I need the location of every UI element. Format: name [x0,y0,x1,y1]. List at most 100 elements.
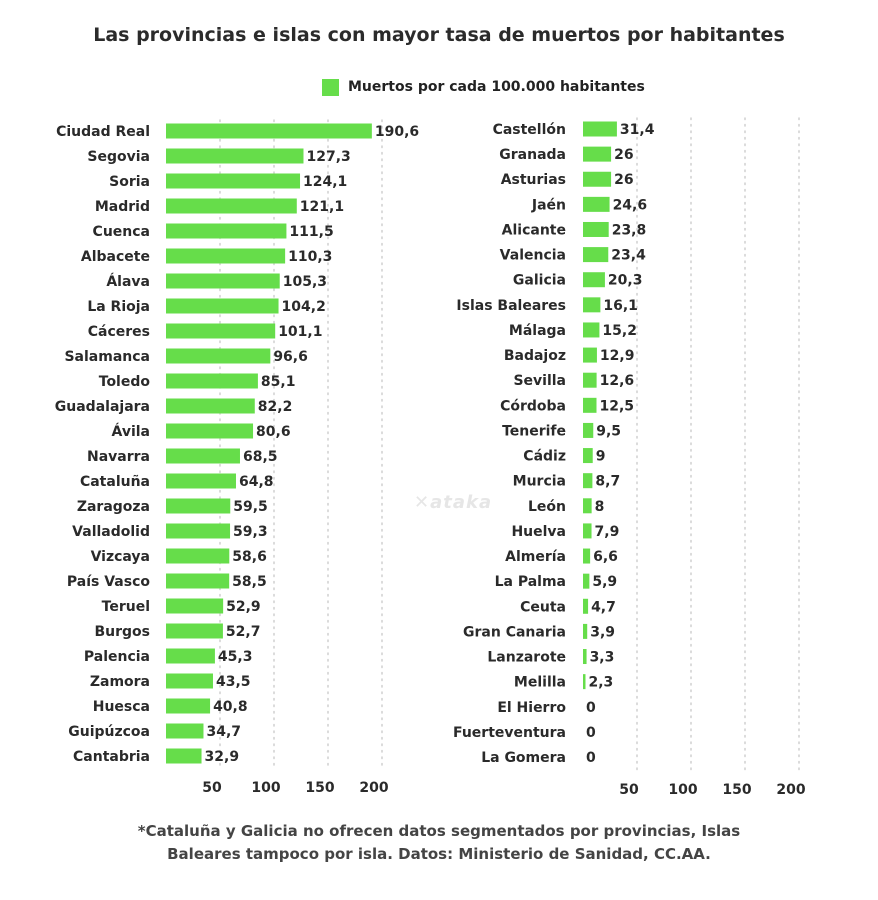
category-label: Almería [505,549,566,565]
category-label: Alicante [502,222,566,238]
x-tick-label: 100 [251,780,280,796]
value-label: 0 [586,700,596,716]
bar [166,198,297,214]
value-label: 101,1 [278,324,322,340]
bar [583,247,609,263]
category-label: Tenerife [502,423,566,439]
category-label: Segovia [87,149,150,165]
value-label: 4,7 [591,599,616,615]
x-tick-label: 150 [722,782,751,798]
bar [166,473,236,489]
value-label: 111,5 [289,224,333,240]
category-label: La Palma [495,574,566,590]
category-label: Jaén [531,197,566,213]
category-label: La Rioja [87,299,150,315]
bar [583,498,592,514]
category-label: Huesca [93,699,150,715]
value-label: 24,6 [613,197,648,213]
value-label: 82,2 [258,399,293,415]
bar [583,121,617,137]
category-label: Huelva [511,524,566,540]
category-label: Castellón [493,122,566,138]
category-label: La Gomera [481,750,566,766]
bar [166,498,231,514]
category-label: Vizcaya [91,549,150,565]
value-label: 26 [614,147,633,163]
bar [166,423,254,439]
value-label: 6,6 [593,549,618,565]
value-label: 68,5 [243,449,278,465]
category-label: Valladolid [72,524,150,540]
bar [583,649,587,665]
value-label: 96,6 [273,349,308,365]
bar [583,623,588,639]
bar [583,347,597,363]
category-label: Navarra [87,449,150,465]
bar [166,273,280,289]
value-label: 104,2 [282,299,326,315]
category-label: Guipúzcoa [68,724,150,740]
bar [583,171,612,187]
value-label: 7,9 [595,524,620,540]
category-label: Valencia [500,248,566,264]
bar [166,323,276,339]
value-label: 9 [596,449,606,465]
value-label: 127,3 [306,149,350,165]
category-label: Burgos [94,624,150,640]
bar [583,221,609,237]
value-label: 2,3 [588,675,613,691]
legend-label: Muertos por cada 100.000 habitantes [348,79,645,95]
bar [583,322,600,338]
x-tick-label: 200 [776,782,805,798]
category-label: Albacete [81,249,150,265]
value-label: 34,7 [206,724,241,740]
bar [166,723,204,739]
value-label: 23,8 [612,222,647,238]
bar [166,548,230,564]
value-label: 52,7 [226,624,261,640]
value-label: 110,3 [288,249,332,265]
value-label: 59,5 [233,499,268,515]
chart-panel-2: 50 100 150 200 Castellón 31,4 Granada 26 Asturia… [453,117,806,798]
bar [166,448,240,464]
value-label: 85,1 [261,374,296,390]
category-label: Toledo [99,374,151,390]
bar [583,297,601,313]
footnote-line-2: Baleares tampoco por isla. Datos: Minist… [167,845,711,863]
category-label: Fuerteventura [453,725,566,741]
category-label: Gran Canaria [463,624,566,640]
bar [166,248,286,264]
value-label: 3,3 [590,650,615,666]
bar [583,372,597,388]
footnote-line-1: *Cataluña y Galicia no ofrecen datos seg… [137,822,741,840]
x-tick-label: 100 [668,782,697,798]
bar [166,573,230,589]
value-label: 26 [614,172,633,188]
category-label: Ciudad Real [56,124,150,140]
bar [583,548,591,564]
bar [583,674,586,690]
category-label: Soria [109,174,150,190]
category-label: Cáceres [88,324,150,340]
category-label: Salamanca [64,349,150,365]
bar [166,698,211,714]
value-label: 31,4 [620,122,655,138]
bar-charts: 50 100 150 200 Ciudad Real 190,6 Segovia 127,3 S… [55,117,806,798]
bar [166,348,271,364]
category-label: Madrid [95,199,150,215]
category-label: Málaga [509,323,566,339]
category-label: Palencia [84,649,150,665]
value-label: 121,1 [300,199,344,215]
category-label: León [528,499,566,515]
value-label: 43,5 [216,674,251,690]
chart-panel-1: 50 100 150 200 Ciudad Real 190,6 Segovia 127,3 S… [55,119,419,796]
value-label: 8,7 [595,474,620,490]
bar [166,223,287,239]
category-label: Cuenca [93,224,150,240]
value-label: 105,3 [283,274,327,290]
bar [583,272,605,288]
value-label: 20,3 [608,273,643,289]
value-label: 8 [595,499,605,515]
value-label: 45,3 [218,649,253,665]
category-label: Badajoz [504,348,566,364]
